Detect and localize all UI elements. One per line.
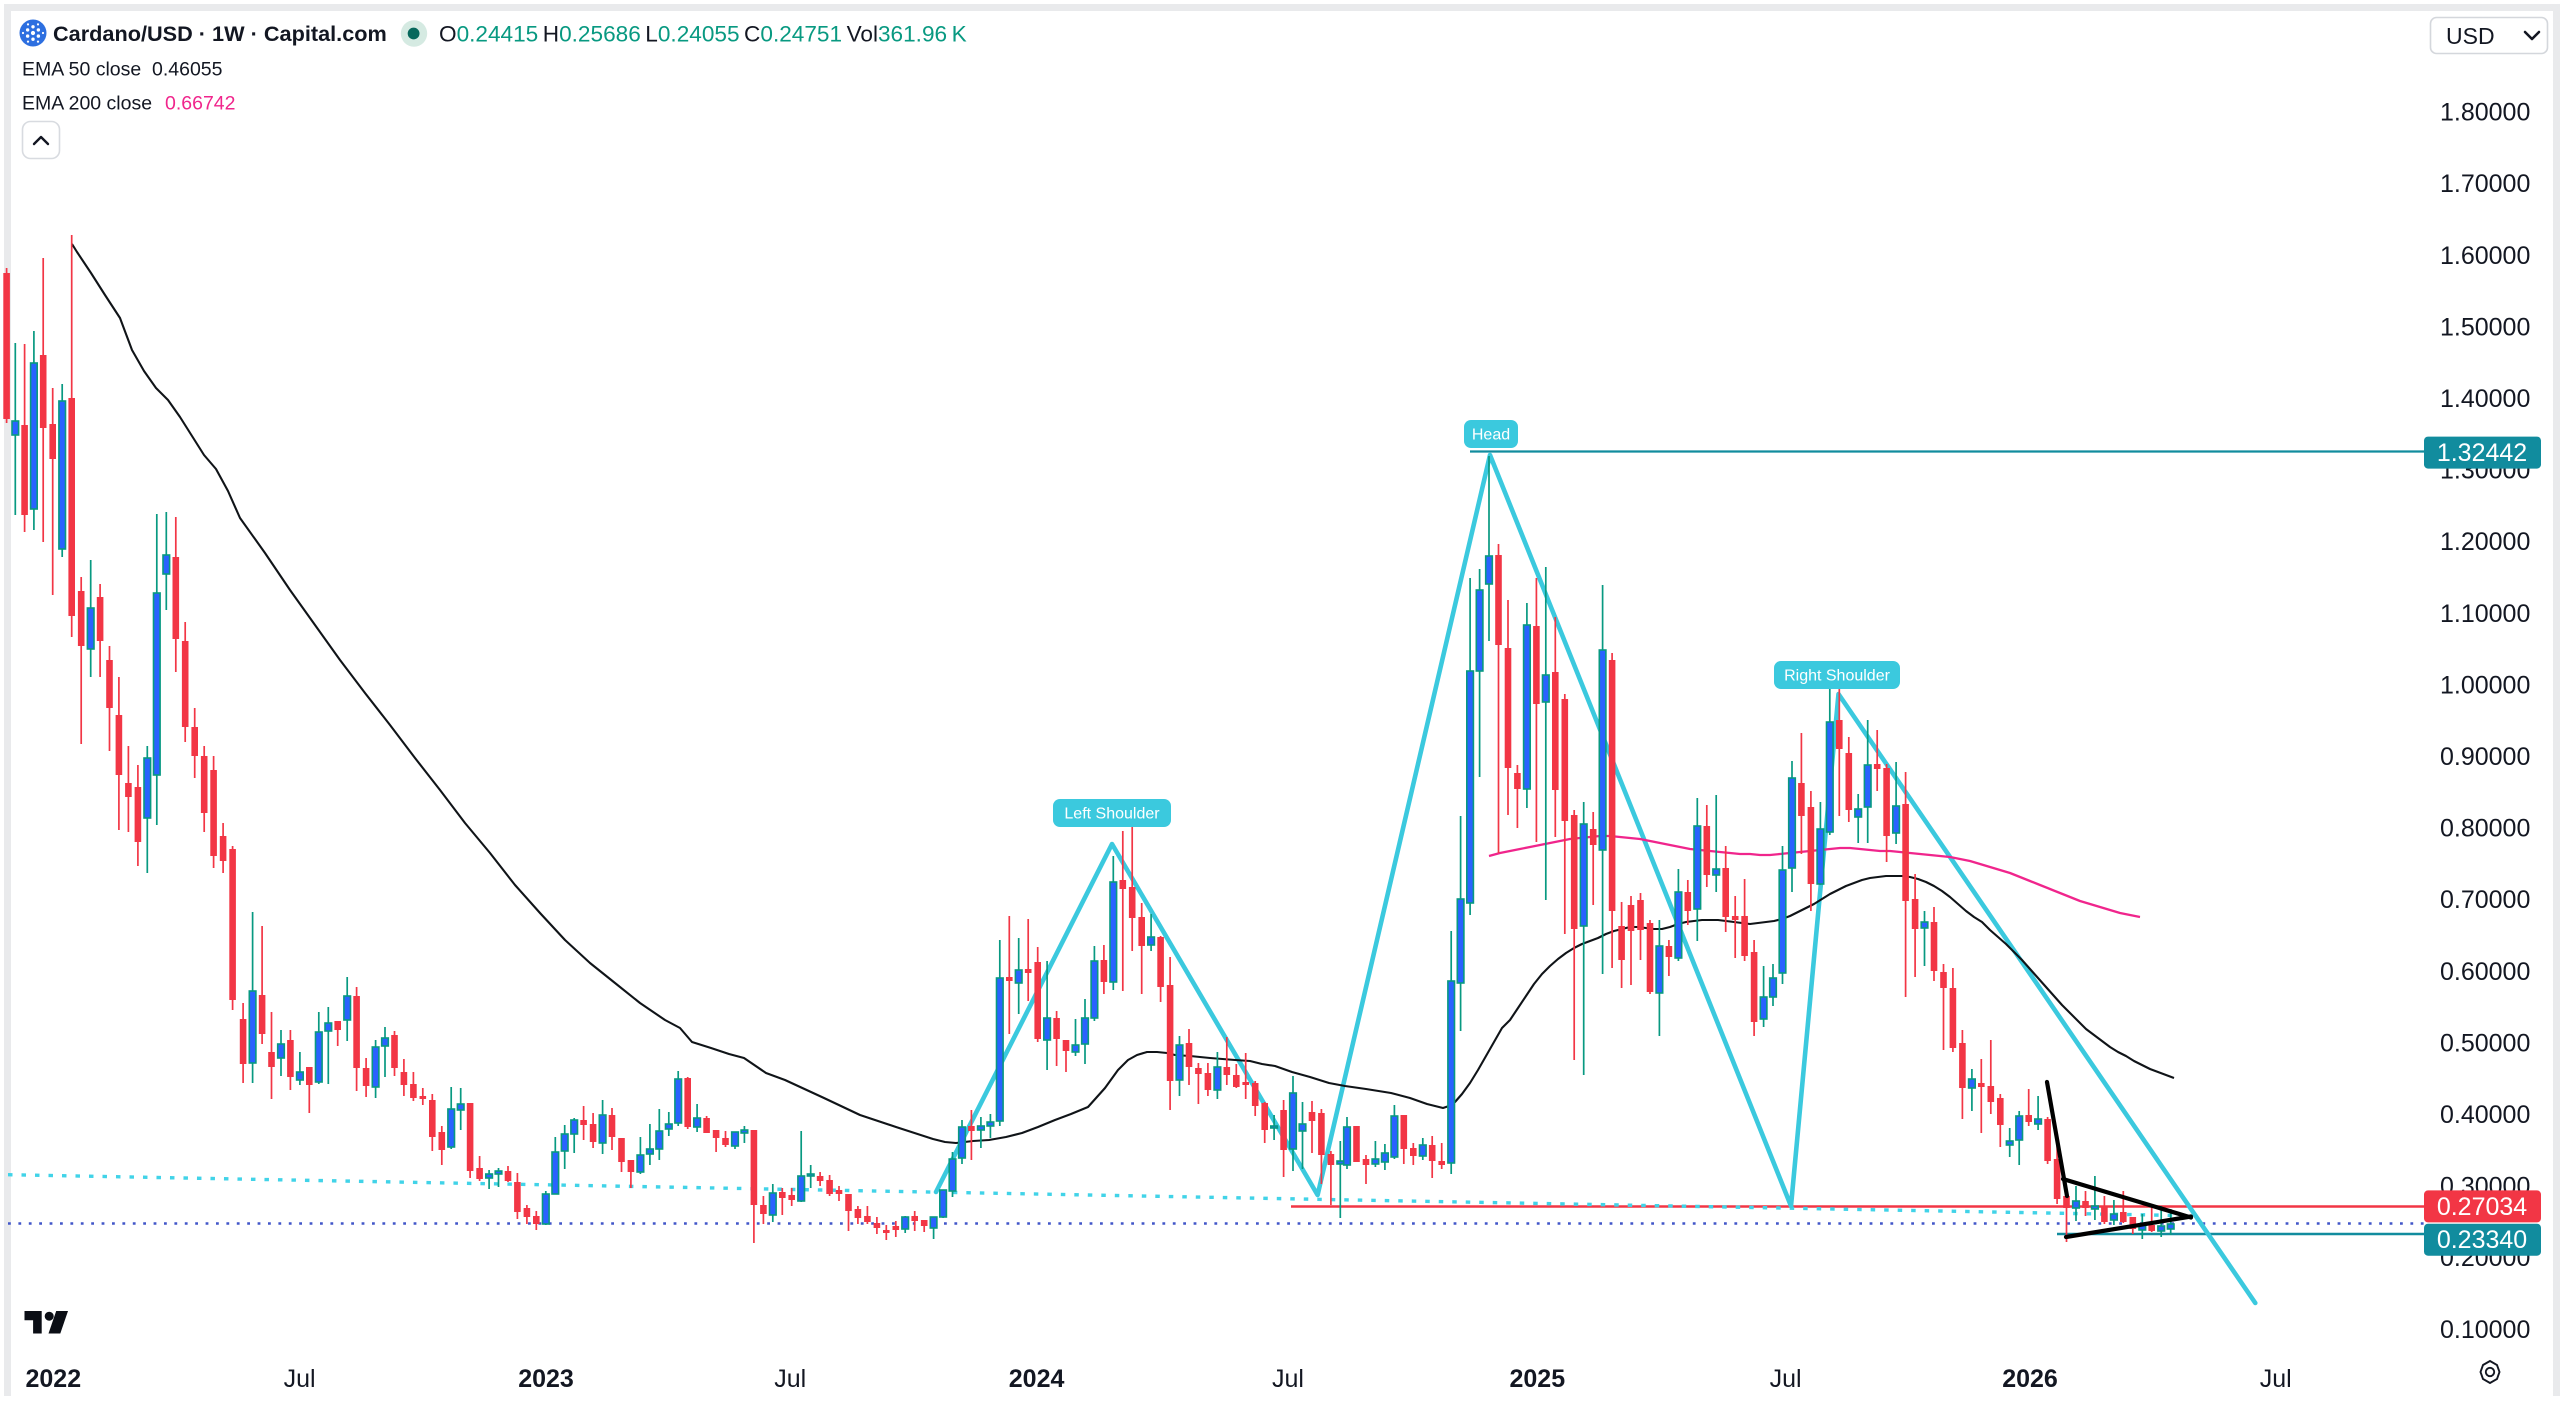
- svg-text:O0.24415 H0.25686 L0.24055 C0.: O0.24415 H0.25686 L0.24055 C0.24751 Vol3…: [439, 22, 967, 47]
- svg-text:1.40000: 1.40000: [2440, 385, 2530, 413]
- svg-text:0.10000: 0.10000: [2440, 1316, 2530, 1344]
- svg-text:Jul: Jul: [1272, 1365, 1304, 1393]
- svg-text:2022: 2022: [25, 1365, 81, 1393]
- svg-text:2026: 2026: [2002, 1365, 2058, 1393]
- svg-text:USD: USD: [2446, 23, 2495, 49]
- svg-text:Jul: Jul: [284, 1365, 316, 1393]
- svg-text:0.27034: 0.27034: [2437, 1193, 2527, 1221]
- svg-text:Left Shoulder: Left Shoulder: [1064, 806, 1160, 823]
- svg-text:Jul: Jul: [2260, 1365, 2292, 1393]
- svg-text:EMA 50 close: EMA 50 close: [22, 59, 141, 81]
- svg-text:1.80000: 1.80000: [2440, 99, 2530, 127]
- svg-text:0.46055: 0.46055: [152, 59, 223, 81]
- svg-text:Cardano/USD · 1W · Capital.com: Cardano/USD · 1W · Capital.com: [53, 21, 387, 46]
- svg-text:0.70000: 0.70000: [2440, 886, 2530, 914]
- svg-text:2025: 2025: [1509, 1365, 1565, 1393]
- svg-text:0.66742: 0.66742: [165, 93, 236, 115]
- svg-text:Jul: Jul: [1770, 1365, 1802, 1393]
- svg-text:1.20000: 1.20000: [2440, 528, 2530, 556]
- svg-text:1.70000: 1.70000: [2440, 170, 2530, 198]
- svg-text:Right Shoulder: Right Shoulder: [1784, 668, 1891, 685]
- svg-text:0.80000: 0.80000: [2440, 815, 2530, 843]
- svg-text:EMA 200 close: EMA 200 close: [22, 93, 152, 115]
- svg-text:Head: Head: [1472, 427, 1510, 444]
- svg-text:1.00000: 1.00000: [2440, 671, 2530, 699]
- svg-text:1.10000: 1.10000: [2440, 600, 2530, 628]
- svg-text:1.50000: 1.50000: [2440, 313, 2530, 341]
- svg-text:Jul: Jul: [774, 1365, 806, 1393]
- svg-text:2023: 2023: [518, 1365, 574, 1393]
- svg-text:0.50000: 0.50000: [2440, 1029, 2530, 1057]
- svg-text:0.23340: 0.23340: [2437, 1226, 2527, 1254]
- svg-text:0.40000: 0.40000: [2440, 1101, 2530, 1129]
- svg-text:1.32442: 1.32442: [2437, 439, 2527, 467]
- svg-text:0.90000: 0.90000: [2440, 743, 2530, 771]
- svg-text:0.60000: 0.60000: [2440, 958, 2530, 986]
- svg-text:2024: 2024: [1009, 1365, 1065, 1393]
- svg-text:1.60000: 1.60000: [2440, 242, 2530, 270]
